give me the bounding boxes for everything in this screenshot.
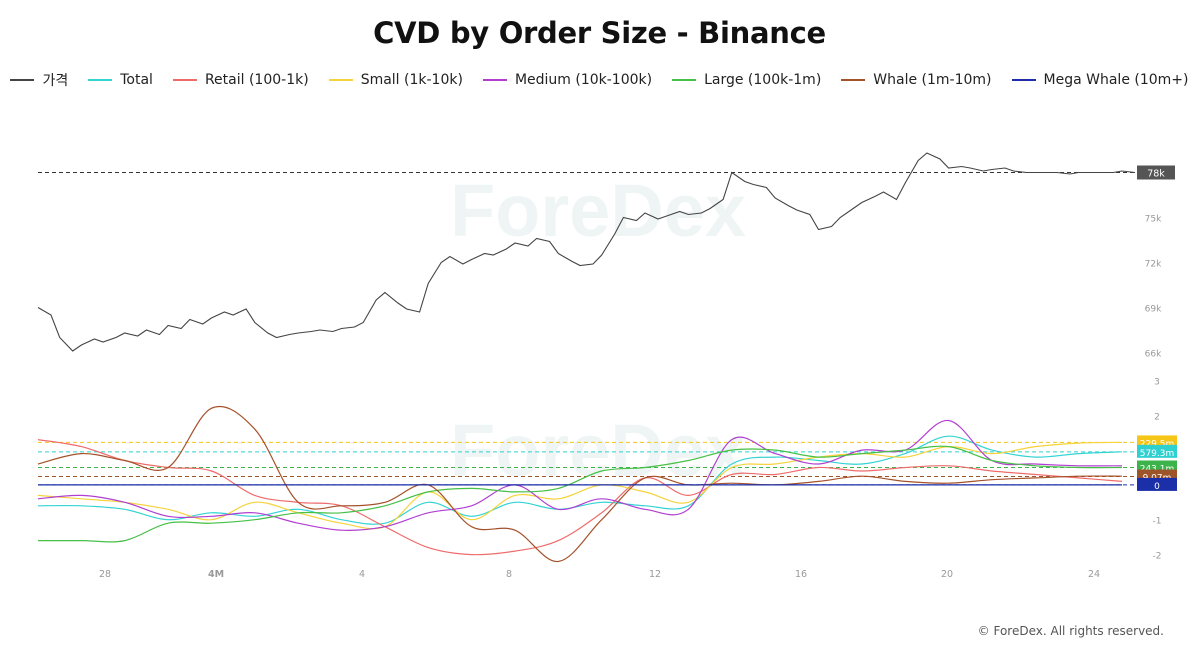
legend-label: 가격	[42, 73, 69, 89]
x-axis-tick: 8	[506, 569, 512, 580]
value-badge-label: 229.5m	[1140, 439, 1175, 449]
price-line	[37, 152, 1136, 352]
x-axis-tick: 20	[941, 569, 953, 580]
copyright-footer: © ForeDex. All rights reserved.	[977, 624, 1164, 638]
x-axis-tick: 28	[99, 569, 111, 580]
value-badge-label: 0	[1154, 482, 1160, 492]
legend-swatch	[482, 79, 507, 81]
legend-label: Mega Whale (10m+)	[1043, 72, 1189, 88]
legend-item[interactable]: Whale (1m-10m)	[841, 72, 992, 88]
legend-swatch	[10, 79, 35, 81]
legend-label: Small (1k-10k)	[360, 72, 463, 88]
legend-item[interactable]: Mega Whale (10m+)	[1011, 72, 1189, 88]
x-axis-tick: 4	[359, 569, 365, 580]
cvd-series-line	[37, 435, 1123, 525]
chart-legend: 가격 Total Retail (100-1k) Small (1k-10k) Medi…	[0, 70, 1199, 90]
cvd-axis-tick: -1	[1153, 517, 1162, 527]
legend-label: Whale (1m-10m)	[873, 72, 992, 88]
last-price-label: 78k	[1147, 169, 1165, 180]
value-badge-label: 579.3m	[1140, 449, 1175, 459]
legend-label: Medium (10k-100k)	[514, 72, 653, 88]
value-badge	[1137, 444, 1177, 458]
price-axis-tick: 75k	[1145, 215, 1162, 225]
value-badge	[1137, 477, 1177, 491]
legend-item[interactable]: Total	[88, 72, 153, 88]
legend-label: Total	[120, 72, 153, 88]
cvd-series-line	[37, 439, 1123, 556]
price-axis-tick: 69k	[1145, 305, 1162, 315]
cvd-axis-tick: 2	[1154, 412, 1160, 422]
legend-swatch	[1011, 79, 1036, 81]
watermark: ForeDex	[450, 409, 746, 492]
legend-item[interactable]: Medium (10k-100k)	[482, 72, 653, 88]
watermark: ForeDex	[450, 169, 746, 252]
cvd-series-line	[37, 419, 1123, 531]
cvd-axis-tick: -2	[1153, 552, 1162, 562]
value-badge-label: 243.1m	[1140, 465, 1175, 475]
cvd-series-line	[37, 441, 1123, 530]
legend-swatch	[328, 79, 353, 81]
cvd-series-line	[37, 406, 1123, 563]
legend-swatch	[841, 79, 866, 81]
price-axis-tick: 66k	[1145, 350, 1162, 360]
cvd-series-line	[37, 445, 1123, 543]
x-axis-tick: 4M	[208, 569, 224, 580]
x-axis-tick: 24	[1088, 569, 1100, 580]
legend-swatch	[88, 79, 113, 81]
x-axis-tick: 12	[649, 569, 661, 580]
cvd-axis-tick: 3	[1154, 377, 1160, 387]
legend-label: Retail (100-1k)	[204, 72, 309, 88]
legend-item[interactable]: Retail (100-1k)	[172, 72, 309, 88]
legend-label: Large (100k-1m)	[704, 72, 822, 88]
legend-item[interactable]: Small (1k-10k)	[328, 72, 463, 88]
legend-swatch	[172, 79, 197, 81]
legend-item[interactable]: 가격	[10, 70, 68, 90]
last-price-badge	[1137, 165, 1175, 180]
legend-item[interactable]: Large (100k-1m)	[672, 72, 821, 88]
x-axis-tick: 16	[795, 569, 807, 580]
chart-title: CVD by Order Size - Binance	[373, 16, 826, 50]
legend-swatch	[672, 79, 697, 81]
price-axis-tick: 72k	[1145, 260, 1162, 270]
